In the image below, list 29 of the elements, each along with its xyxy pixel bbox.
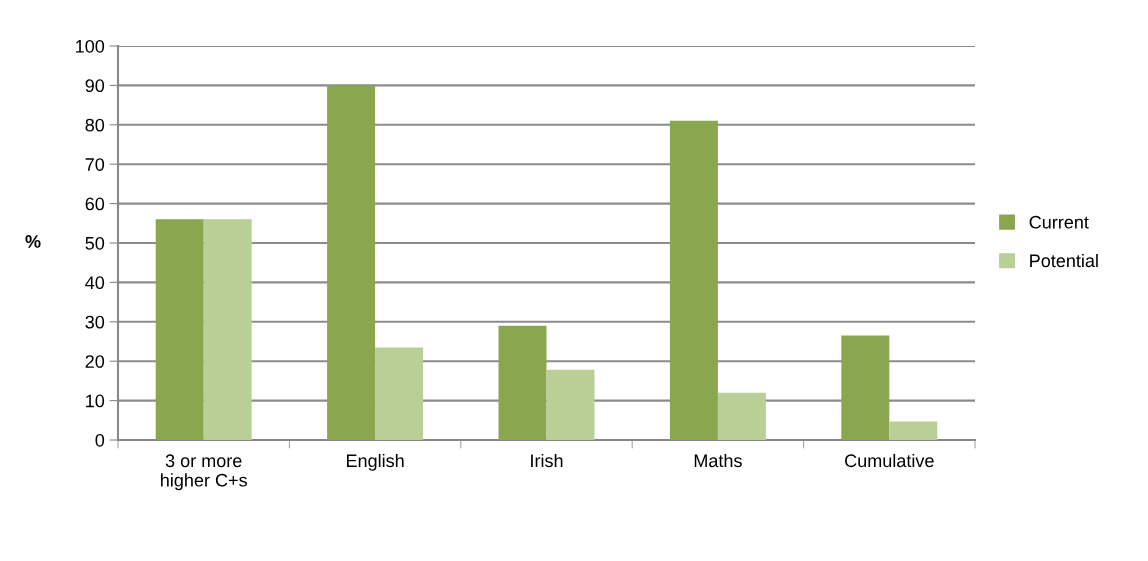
y-tick-label: 70: [85, 158, 105, 171]
x-tick-label: Maths: [694, 453, 742, 468]
y-tick-label: 30: [85, 315, 105, 329]
y-tick-label: 80: [85, 118, 105, 132]
y-axis-title: %: [25, 235, 41, 248]
bar: [327, 85, 376, 440]
bar: [889, 421, 938, 440]
legend-label: Current: [1029, 215, 1089, 229]
bar: [155, 219, 204, 440]
y-tick-label: 90: [85, 79, 105, 93]
x-tick-label: English: [346, 453, 404, 471]
bar: [669, 120, 718, 440]
y-tick-label: 100: [76, 39, 105, 53]
bar: [498, 325, 547, 440]
y-tick-label: 0: [95, 433, 105, 447]
bar: [203, 219, 252, 440]
bar: [375, 347, 424, 440]
y-tick-label: 60: [85, 197, 105, 211]
x-tick-label: Irish: [531, 453, 563, 468]
y-tick-label: 20: [85, 355, 105, 368]
y-tick-label: 10: [86, 394, 105, 408]
x-tick-label: 3 or more higher C+s: [161, 454, 247, 491]
bar: [546, 369, 595, 440]
x-tick-label: Cumulative: [845, 453, 934, 468]
legend-label: Potential: [1030, 253, 1098, 268]
y-tick-label: 40: [85, 276, 105, 290]
y-tick-label: 50: [85, 236, 105, 250]
bar: [841, 335, 890, 440]
bar: [717, 392, 766, 440]
